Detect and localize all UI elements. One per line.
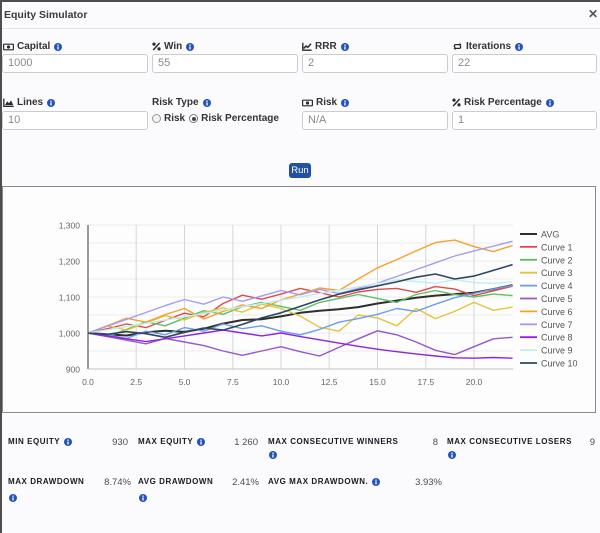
svg-text:Curve 5: Curve 5 <box>541 294 573 304</box>
svg-text:1,000: 1,000 <box>59 329 81 339</box>
svg-text:Curve 3: Curve 3 <box>541 268 573 278</box>
svg-text:AVG: AVG <box>541 230 559 240</box>
svg-text:Curve 7: Curve 7 <box>541 320 573 330</box>
svg-text:Curve 4: Curve 4 <box>541 281 573 291</box>
svg-text:15.0: 15.0 <box>369 377 386 387</box>
svg-text:10.0: 10.0 <box>273 377 290 387</box>
svg-text:17.5: 17.5 <box>418 377 435 387</box>
svg-text:7.5: 7.5 <box>227 377 239 387</box>
svg-text:12.5: 12.5 <box>321 377 338 387</box>
svg-text:900: 900 <box>66 365 80 375</box>
svg-text:Curve 6: Curve 6 <box>541 307 573 317</box>
svg-text:Curve 1: Curve 1 <box>541 242 573 252</box>
svg-text:Curve 9: Curve 9 <box>541 346 573 356</box>
svg-text:Curve 2: Curve 2 <box>541 255 573 265</box>
svg-text:Curve 8: Curve 8 <box>541 333 573 343</box>
svg-text:1,200: 1,200 <box>59 257 81 267</box>
svg-text:5.0: 5.0 <box>179 377 191 387</box>
svg-text:Curve 10: Curve 10 <box>541 359 578 369</box>
svg-text:1,100: 1,100 <box>59 293 81 303</box>
svg-text:20.0: 20.0 <box>466 377 483 387</box>
svg-text:2.5: 2.5 <box>130 377 142 387</box>
svg-text:0.0: 0.0 <box>82 377 94 387</box>
svg-text:1,300: 1,300 <box>59 221 81 231</box>
